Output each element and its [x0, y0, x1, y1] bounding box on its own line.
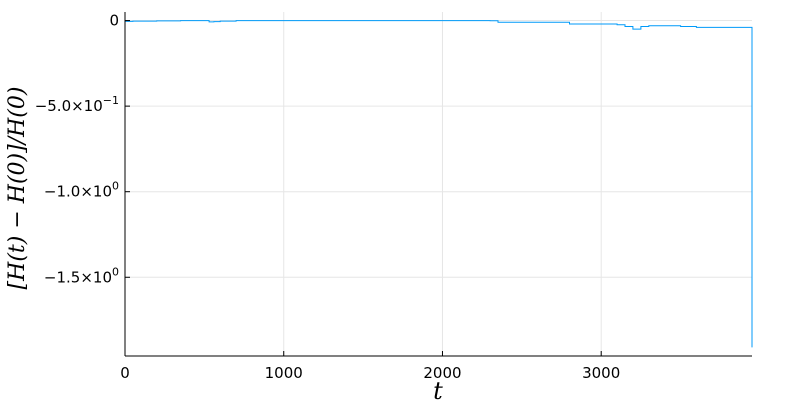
x-tick-label: 3000 [582, 364, 620, 382]
axes [124, 12, 752, 357]
x-tick-label: 0 [120, 364, 130, 382]
y-tick-label: 0 [109, 12, 119, 30]
series-line [125, 20, 753, 348]
x-tick-label: 2000 [423, 364, 461, 382]
tick-labels: 0 1000 2000 3000 0 −5.0×10−1 −1.0×100 −1.5×100 [35, 12, 621, 382]
series-layer [125, 20, 753, 348]
grid [124, 12, 752, 356]
y-tick-label: −5.0×10−1 [35, 94, 119, 115]
y-tick-label: −1.5×100 [44, 265, 119, 286]
y-tick-label: −1.0×100 [44, 180, 119, 201]
x-axis-label: t [433, 377, 443, 400]
y-axis-label: [H(t) − H(0)]/H(0) [5, 87, 30, 290]
x-tick-label: 1000 [265, 364, 303, 382]
